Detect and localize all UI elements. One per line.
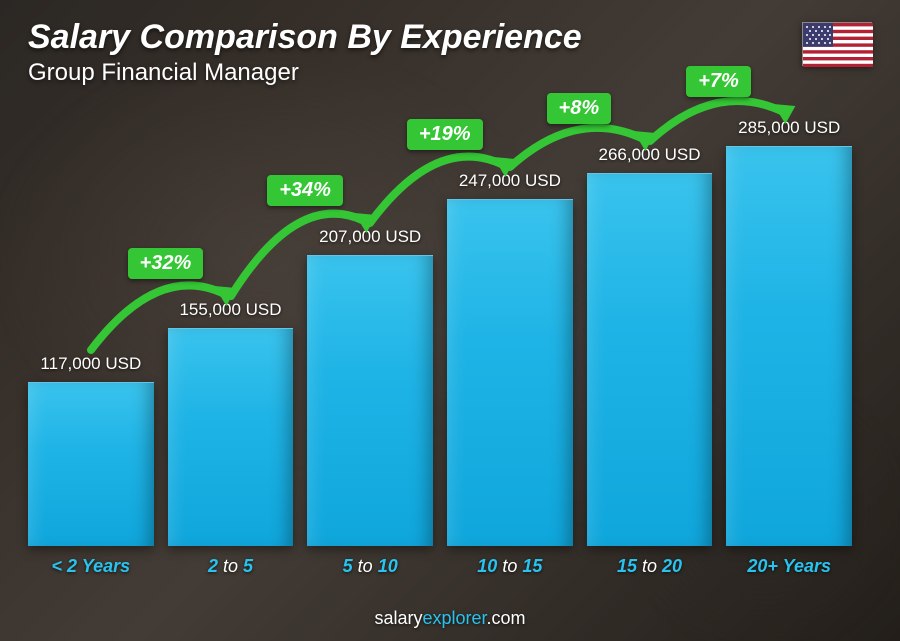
country-flag-icon bbox=[802, 22, 872, 66]
bar-value-label: 285,000 USD bbox=[738, 118, 840, 138]
bar-column: 247,000 USD 10 to 15 bbox=[447, 171, 573, 577]
bar-value-label: 155,000 USD bbox=[179, 300, 281, 320]
bar-value-label: 266,000 USD bbox=[598, 145, 700, 165]
footer-suffix: .com bbox=[487, 608, 526, 628]
bar-category-label: 10 to 15 bbox=[477, 556, 542, 577]
bar bbox=[168, 328, 294, 546]
bar-category-label: 5 to 10 bbox=[343, 556, 398, 577]
footer-prefix: salary bbox=[374, 608, 422, 628]
increase-percentage-badge: +7% bbox=[686, 66, 751, 97]
page-subtitle: Group Financial Manager bbox=[28, 59, 800, 87]
increase-percentage-badge: +8% bbox=[547, 93, 612, 124]
bar-column: 155,000 USD 2 to 5 bbox=[168, 300, 294, 577]
increase-percentage-badge: +32% bbox=[128, 248, 204, 279]
bar bbox=[307, 255, 433, 546]
increase-percentage-badge: +19% bbox=[407, 119, 483, 150]
bar bbox=[447, 199, 573, 546]
increase-percentage-badge: +34% bbox=[267, 175, 343, 206]
bar-column: 266,000 USD 15 to 20 bbox=[587, 145, 713, 577]
bar-category-label: < 2 Years bbox=[52, 556, 131, 577]
bar-category-label: 15 to 20 bbox=[617, 556, 682, 577]
footer-accent: explorer bbox=[422, 608, 486, 628]
header: Salary Comparison By Experience Group Fi… bbox=[28, 18, 800, 87]
bar-value-label: 117,000 USD bbox=[40, 354, 141, 374]
bar-column: 285,000 USD 20+ Years bbox=[726, 118, 852, 577]
bar-category-label: 2 to 5 bbox=[208, 556, 253, 577]
bar bbox=[28, 382, 154, 546]
salary-bar-chart: 117,000 USD < 2 Years 155,000 USD 2 to 5 207… bbox=[28, 107, 852, 577]
page-title: Salary Comparison By Experience bbox=[28, 18, 800, 57]
bar-value-label: 247,000 USD bbox=[459, 171, 561, 191]
bar bbox=[726, 146, 852, 546]
bar-column: 117,000 USD < 2 Years bbox=[28, 354, 154, 577]
bar-column: 207,000 USD 5 to 10 bbox=[307, 227, 433, 577]
footer-attribution: salaryexplorer.com bbox=[0, 608, 900, 629]
bar-category-label: 20+ Years bbox=[747, 556, 831, 577]
bar-value-label: 207,000 USD bbox=[319, 227, 421, 247]
bar bbox=[587, 173, 713, 546]
